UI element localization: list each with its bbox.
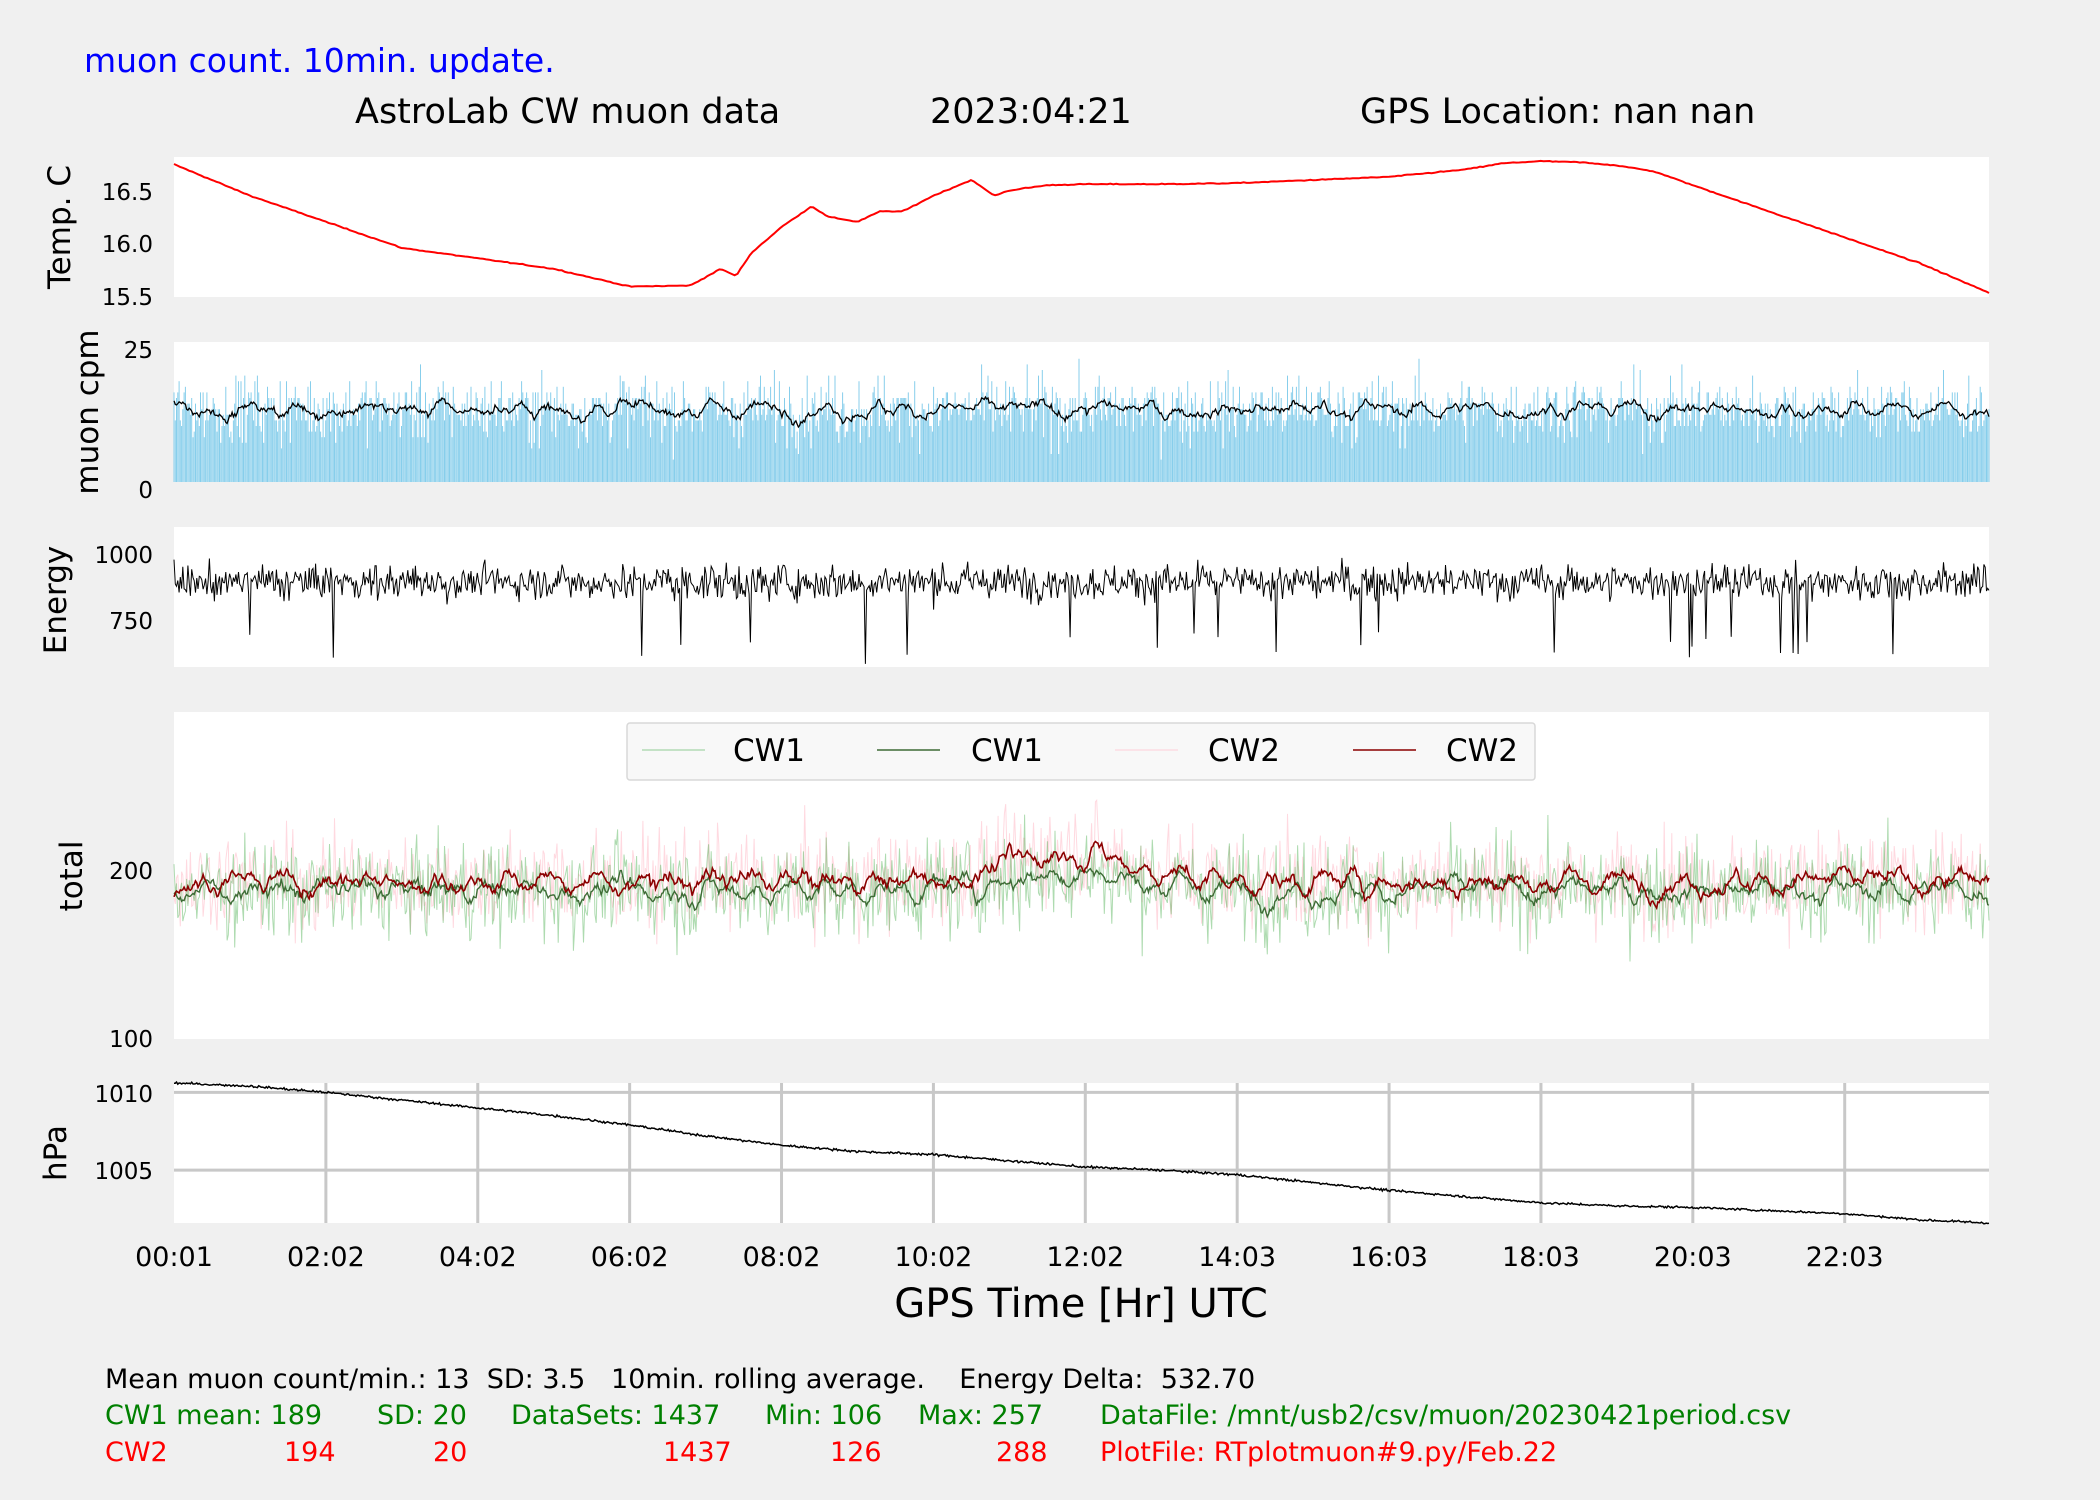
x-tick-label: 18:03 bbox=[1502, 1242, 1580, 1273]
legend-label-cw1-raw: CW1 bbox=[733, 733, 805, 769]
ylabel-muon-cpm: muon cpm bbox=[70, 329, 106, 494]
x-tick-label: 20:03 bbox=[1654, 1242, 1732, 1273]
plot-file: PlotFile: RTplotmuon#9.py/Feb.22 bbox=[1100, 1437, 1557, 1468]
cw2-raw-line bbox=[173, 799, 1990, 949]
ytick-temp-15-5: 15.5 bbox=[102, 285, 153, 311]
legend-box bbox=[626, 722, 1536, 781]
energy-series bbox=[173, 557, 1990, 664]
temperature-series bbox=[173, 159, 1990, 294]
pressure-grid bbox=[174, 1083, 1989, 1223]
legend: CW1 CW1 CW2 CW2 bbox=[626, 722, 1536, 781]
ylabel-temperature: Temp. C bbox=[42, 165, 78, 290]
pressure-panel bbox=[174, 1083, 1989, 1223]
cw1-mean: CW1 mean: 189 bbox=[105, 1400, 322, 1431]
ytick-total-200: 200 bbox=[109, 859, 153, 885]
ytick-cpm-25: 25 bbox=[124, 338, 153, 364]
ytick-energy-750: 750 bbox=[109, 609, 153, 635]
update-note: muon count. 10min. update. bbox=[84, 41, 555, 80]
data-file: DataFile: /mnt/usb2/csv/muon/20230421per… bbox=[1100, 1400, 1791, 1431]
x-axis-ticks: 00:01 02:02 04:02 06:02 08:02 10:02 12:02 14:03… bbox=[135, 1242, 1884, 1273]
x-tick-label: 08:02 bbox=[743, 1242, 821, 1273]
ytick-temp-16-0: 16.0 bbox=[102, 232, 153, 258]
cw2-datasets: 1437 bbox=[663, 1437, 732, 1468]
chart-date: 2023:04:21 bbox=[930, 92, 1132, 132]
cw2-min: 126 bbox=[830, 1437, 882, 1468]
cpm-rolling-average bbox=[173, 395, 1990, 429]
cw1-min: Min: 106 bbox=[765, 1400, 882, 1431]
gps-location: GPS Location: nan nan bbox=[1360, 92, 1755, 132]
legend-label-cw1-avg: CW1 bbox=[971, 733, 1043, 769]
cw2-max: 288 bbox=[996, 1437, 1048, 1468]
muon-cpm-series bbox=[173, 358, 1990, 482]
ytick-cpm-0: 0 bbox=[138, 478, 153, 504]
ylabel-energy: Energy bbox=[38, 546, 74, 655]
cw1-sd: SD: 20 bbox=[377, 1400, 467, 1431]
ylabel-total: total bbox=[54, 841, 90, 912]
x-tick-label: 06:02 bbox=[591, 1242, 669, 1273]
cw1-rolling-line bbox=[173, 867, 1990, 919]
legend-label-cw2-raw: CW2 bbox=[1208, 733, 1280, 769]
ytick-energy-1000: 1000 bbox=[94, 543, 153, 569]
x-tick-label: 22:03 bbox=[1806, 1242, 1884, 1273]
total-series bbox=[173, 799, 1990, 962]
ytick-total-100: 100 bbox=[109, 1027, 153, 1053]
cw2-mean: 194 bbox=[284, 1437, 336, 1468]
ytick-hpa-1005: 1005 bbox=[94, 1159, 153, 1185]
cw2-sd: 20 bbox=[433, 1437, 467, 1468]
cw2-label: CW2 bbox=[105, 1437, 168, 1468]
temperature-panel bbox=[174, 157, 1989, 297]
energy-panel bbox=[174, 527, 1989, 667]
chart-title: AstroLab CW muon data bbox=[355, 92, 780, 132]
ytick-temp-16-5: 16.5 bbox=[102, 180, 153, 206]
cw1-raw-line bbox=[173, 814, 1990, 962]
x-tick-label: 12:02 bbox=[1046, 1242, 1124, 1273]
x-tick-label: 02:02 bbox=[287, 1242, 365, 1273]
x-tick-label: 00:01 bbox=[135, 1242, 213, 1273]
ylabel-pressure: hPa bbox=[38, 1125, 74, 1181]
pressure-line bbox=[174, 1080, 1990, 1225]
ytick-hpa-1010: 1010 bbox=[94, 1082, 153, 1108]
legend-label-cw2-avg: CW2 bbox=[1446, 733, 1518, 769]
cw1-datasets: DataSets: 1437 bbox=[511, 1400, 720, 1431]
x-tick-label: 16:03 bbox=[1350, 1242, 1428, 1273]
cw1-max: Max: 257 bbox=[918, 1400, 1043, 1431]
x-tick-label: 04:02 bbox=[439, 1242, 517, 1273]
temperature-line bbox=[173, 159, 1990, 294]
energy-line bbox=[173, 557, 1990, 664]
x-tick-label: 10:02 bbox=[895, 1242, 973, 1273]
cw2-rolling-line bbox=[173, 840, 1990, 911]
pressure-series bbox=[174, 1080, 1990, 1225]
x-axis-label: GPS Time [Hr] UTC bbox=[894, 1281, 1268, 1327]
x-tick-label: 14:03 bbox=[1198, 1242, 1276, 1273]
summary-line: Mean muon count/min.: 13 SD: 3.5 10min. … bbox=[105, 1364, 1255, 1395]
